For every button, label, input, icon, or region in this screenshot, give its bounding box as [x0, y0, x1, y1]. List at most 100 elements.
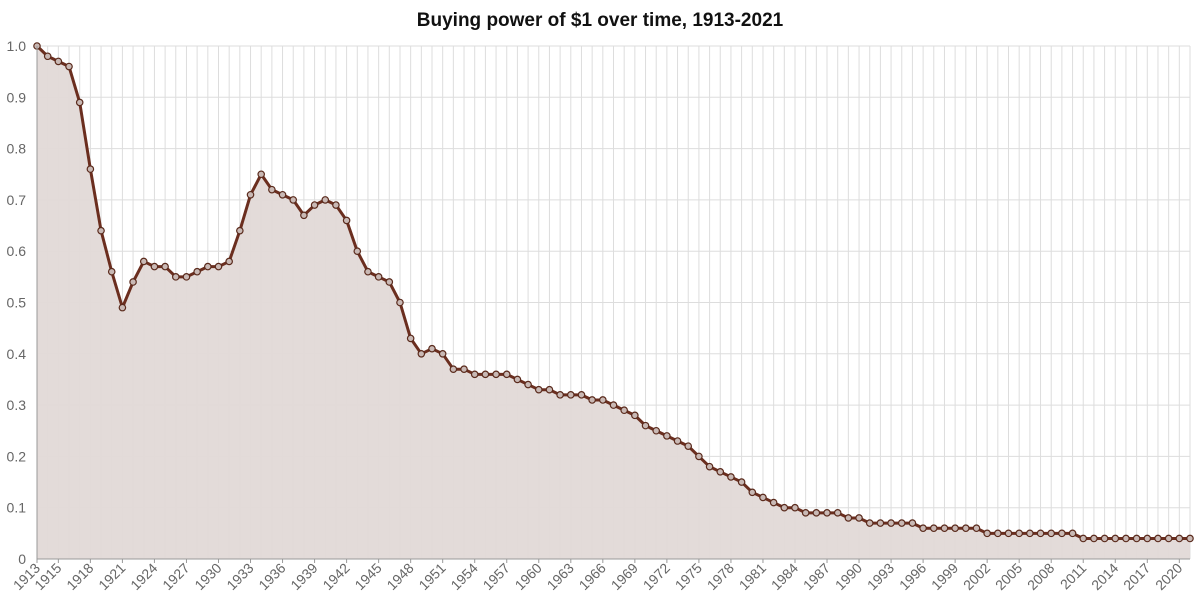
data-point	[246, 190, 255, 199]
data-point	[908, 519, 917, 527]
x-tick-label: 1948	[383, 560, 416, 593]
x-tick-label: 2014	[1088, 560, 1121, 593]
data-point	[791, 503, 799, 512]
data-point	[97, 226, 105, 235]
data-point	[631, 411, 639, 420]
x-tick-label: 1984	[768, 560, 801, 593]
data-point	[1047, 529, 1056, 538]
data-point	[1015, 529, 1023, 538]
data-point	[727, 473, 735, 481]
x-tick-label: 1975	[672, 560, 705, 593]
x-tick-label: 1972	[640, 560, 673, 593]
data-point	[1175, 534, 1184, 543]
x-tick-label: 1957	[480, 560, 513, 593]
data-point	[460, 365, 468, 373]
data-point	[609, 401, 618, 409]
data-point	[897, 519, 906, 527]
data-point	[1004, 529, 1013, 538]
data-point	[417, 349, 426, 358]
data-point	[428, 344, 436, 353]
data-point	[353, 247, 362, 256]
x-tick-label: 1939	[287, 560, 320, 593]
data-point	[406, 334, 415, 343]
data-point	[705, 462, 714, 471]
data-point	[951, 524, 959, 533]
data-point	[65, 62, 73, 71]
x-tick-label: 1993	[864, 560, 897, 593]
x-tick-label: 2011	[1057, 560, 1090, 593]
data-point	[1164, 534, 1173, 543]
data-point	[513, 375, 522, 384]
x-tick-label: 1996	[896, 560, 929, 593]
data-point	[75, 98, 84, 107]
data-point	[876, 519, 885, 527]
x-tick-label: 1927	[159, 560, 192, 593]
data-point	[1036, 529, 1045, 538]
data-point	[620, 406, 628, 415]
data-point	[759, 493, 767, 502]
y-tick-label: 1.0	[7, 38, 27, 54]
x-tick-label: 1960	[512, 560, 545, 593]
y-tick-label: 0.4	[7, 346, 27, 362]
data-point	[139, 257, 148, 266]
data-point	[257, 170, 265, 179]
x-tick-label: 1930	[191, 560, 224, 593]
x-tick-label: 1942	[319, 560, 352, 593]
data-point	[1143, 534, 1152, 543]
data-point	[1079, 534, 1088, 543]
data-point	[588, 396, 596, 404]
x-tick-label: 1963	[544, 560, 577, 593]
data-point	[1026, 529, 1034, 538]
data-point	[919, 524, 927, 533]
y-tick-label: 0.3	[7, 397, 27, 413]
chart-title: Buying power of $1 over time, 1913-2021	[416, 10, 784, 31]
data-point	[193, 267, 201, 276]
data-point	[374, 273, 383, 281]
data-point	[599, 396, 607, 404]
data-point	[929, 524, 938, 533]
data-point	[364, 267, 372, 276]
data-point	[150, 262, 159, 271]
data-point	[812, 509, 821, 517]
x-tick-label: 1924	[127, 560, 160, 593]
data-point	[695, 452, 703, 461]
data-point	[502, 370, 511, 379]
data-point	[492, 370, 500, 379]
area-fill	[37, 46, 1190, 559]
data-point	[962, 524, 970, 533]
x-tick-label: 1969	[608, 560, 641, 593]
y-tick-label: 0.2	[7, 448, 27, 464]
data-point	[844, 514, 853, 522]
data-point	[86, 165, 95, 173]
data-point	[641, 421, 650, 430]
x-tick-label: 1933	[223, 560, 256, 593]
data-point	[1122, 534, 1130, 543]
data-point	[107, 267, 116, 276]
data-point	[396, 298, 404, 307]
y-tick-label: 0	[18, 551, 26, 567]
data-point	[300, 211, 308, 220]
data-point	[566, 391, 575, 399]
data-point	[673, 437, 682, 445]
data-point	[161, 262, 169, 271]
x-tick-label: 2017	[1120, 560, 1153, 593]
data-point	[780, 503, 789, 512]
data-point	[972, 524, 981, 533]
data-point	[748, 488, 757, 497]
x-tick-label: 1936	[255, 560, 288, 593]
x-tick-label: 1978	[704, 560, 737, 593]
data-point	[1058, 529, 1066, 538]
data-point	[1100, 534, 1109, 543]
data-point	[289, 196, 298, 204]
data-point	[278, 190, 287, 199]
y-tick-label: 0.7	[7, 192, 27, 208]
data-point	[652, 426, 661, 435]
data-point	[855, 514, 863, 522]
data-point	[994, 529, 1002, 538]
data-point	[663, 432, 671, 440]
data-point	[769, 498, 778, 507]
y-tick-label: 0.1	[7, 500, 27, 516]
data-point	[118, 303, 127, 312]
data-point	[1132, 534, 1141, 543]
data-point	[940, 524, 949, 533]
